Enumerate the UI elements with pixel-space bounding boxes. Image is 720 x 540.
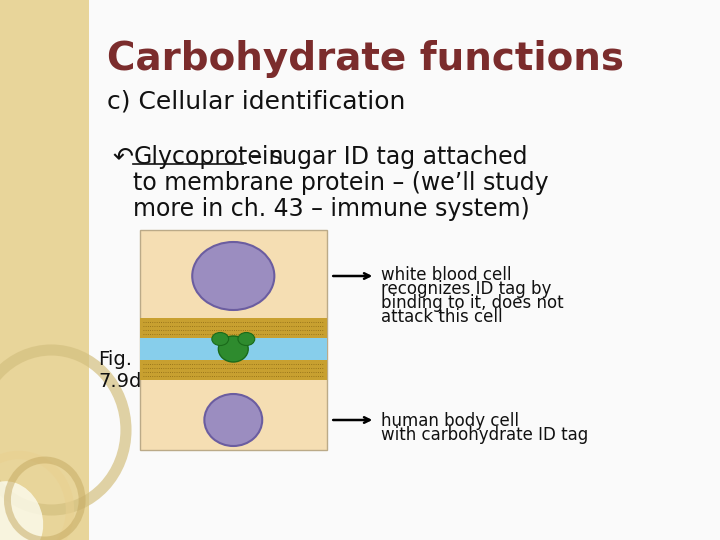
Text: with carbohydrate ID tag: with carbohydrate ID tag [381,426,588,444]
Ellipse shape [204,394,262,446]
FancyBboxPatch shape [89,0,672,540]
Text: c) Cellular identification: c) Cellular identification [107,90,405,114]
Text: Fig.
7.9d: Fig. 7.9d [98,350,141,391]
Text: human body cell: human body cell [381,412,518,430]
Ellipse shape [192,242,274,310]
Text: Carbohydrate functions: Carbohydrate functions [107,40,624,78]
Text: recognizes ID tag by: recognizes ID tag by [381,280,551,298]
Ellipse shape [238,333,255,346]
FancyBboxPatch shape [140,230,327,450]
Text: to membrane protein – (we’ll study: to membrane protein – (we’ll study [133,171,549,195]
Text: Glycoprotein: Glycoprotein [133,145,284,169]
Ellipse shape [212,333,229,346]
FancyBboxPatch shape [140,360,327,380]
Text: – sugar ID tag attached: – sugar ID tag attached [243,145,527,169]
Text: binding to it, does not: binding to it, does not [381,294,563,312]
Text: white blood cell: white blood cell [381,266,511,284]
Ellipse shape [218,336,248,362]
FancyBboxPatch shape [140,318,327,338]
Ellipse shape [0,481,43,540]
Text: ↶: ↶ [112,145,133,169]
FancyBboxPatch shape [140,338,327,360]
FancyBboxPatch shape [0,0,89,540]
Text: more in ch. 43 – immune system): more in ch. 43 – immune system) [133,197,530,221]
Text: attack this cell: attack this cell [381,308,503,326]
